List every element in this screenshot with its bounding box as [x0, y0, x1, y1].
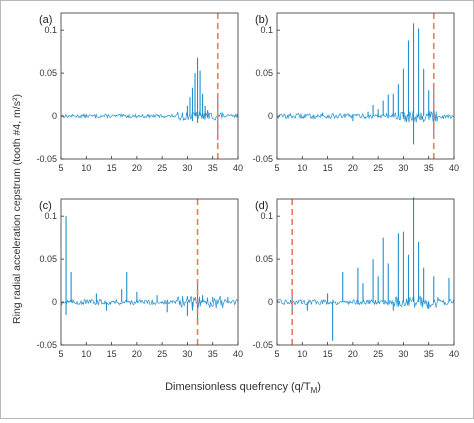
x-tick-label: 20	[132, 349, 142, 359]
y-tick-label: -0.05	[252, 154, 273, 164]
x-tick-label: 5	[58, 163, 63, 173]
x-tick-label: 10	[81, 349, 91, 359]
panel-label: (b)	[255, 14, 268, 26]
x-tick-label: 20	[348, 349, 358, 359]
y-tick-label: 0.1	[44, 211, 57, 221]
signal-trace	[276, 295, 455, 309]
signal-trace	[60, 295, 239, 309]
x-tick-label: 40	[233, 349, 243, 359]
y-axis-label: Ring radial acceleration cepstrum (tooth…	[11, 94, 23, 324]
y-tick-label: 0	[268, 297, 273, 307]
x-tick-label: 10	[297, 163, 307, 173]
panel-label: (d)	[255, 200, 268, 212]
x-tick-label: 35	[208, 349, 218, 359]
y-tick-label: 0	[268, 111, 273, 121]
x-tick-label: 15	[323, 349, 333, 359]
panel-2: 5 10 15 20 25 30 35 40 -0.05 0 0.05 0.1(b)	[252, 12, 459, 173]
y-tick-label: 0.1	[260, 25, 273, 35]
y-tick-label: 0.1	[260, 211, 273, 221]
x-tick-label: 40	[449, 349, 459, 359]
x-tick-label: 25	[373, 349, 383, 359]
x-tick-label: 35	[208, 163, 218, 173]
x-tick-label: 25	[157, 163, 167, 173]
y-tick-label: -0.05	[252, 340, 273, 350]
x-tick-label: 35	[424, 349, 434, 359]
x-tick-label: 35	[424, 163, 434, 173]
panel-label: (a)	[39, 14, 52, 26]
panel-4: 5 10 15 20 25 30 35 40 -0.05 0 0.05 0.1(d)	[252, 197, 459, 359]
x-axis-label-subscript: M	[311, 386, 318, 395]
plot-frame	[276, 198, 455, 346]
y-tick-label: 0.05	[255, 254, 273, 264]
panel-label: (c)	[39, 200, 52, 212]
y-tick-label: 0.05	[39, 254, 57, 264]
plot-frame	[276, 12, 455, 160]
x-tick-label: 30	[182, 349, 192, 359]
x-tick-label: 25	[157, 349, 167, 359]
x-tick-label: 15	[107, 349, 117, 359]
x-tick-label: 10	[297, 349, 307, 359]
x-axis-label-main: Dimensionless quefrency (q/T	[165, 381, 311, 393]
y-tick-label: 0	[52, 111, 57, 121]
x-tick-label: 5	[274, 163, 279, 173]
x-tick-label: 5	[58, 349, 63, 359]
x-tick-label: 20	[348, 163, 358, 173]
y-tick-label: 0	[52, 297, 57, 307]
signal-trace	[60, 111, 239, 122]
x-tick-label: 30	[398, 163, 408, 173]
x-tick-label: 40	[449, 163, 459, 173]
x-tick-label: 30	[398, 349, 408, 359]
panel-3: 5 10 15 20 25 30 35 40 -0.05 0 0.05 0.1(c)	[36, 198, 243, 359]
x-tick-label: 5	[274, 349, 279, 359]
panel-1: 5 10 15 20 25 30 35 40 -0.05 0 0.05 0.1(a)	[36, 12, 243, 173]
y-tick-label: 0.05	[255, 68, 273, 78]
plot-frame	[60, 12, 239, 160]
signal-trace	[276, 109, 455, 123]
y-tick-label: 0.05	[39, 68, 57, 78]
x-tick-label: 25	[373, 163, 383, 173]
x-tick-label: 20	[132, 163, 142, 173]
y-tick-label: -0.05	[36, 154, 57, 164]
y-tick-label: 0.1	[44, 25, 57, 35]
y-tick-label: -0.05	[36, 340, 57, 350]
x-tick-label: 30	[182, 163, 192, 173]
x-tick-label: 15	[107, 163, 117, 173]
x-axis-label-close: )	[317, 381, 321, 393]
x-tick-label: 40	[233, 163, 243, 173]
x-tick-label: 10	[81, 163, 91, 173]
plot-frame	[60, 198, 239, 346]
x-axis-label: Dimensionless quefrency (q/TM)	[165, 381, 321, 395]
x-tick-label: 15	[323, 163, 333, 173]
